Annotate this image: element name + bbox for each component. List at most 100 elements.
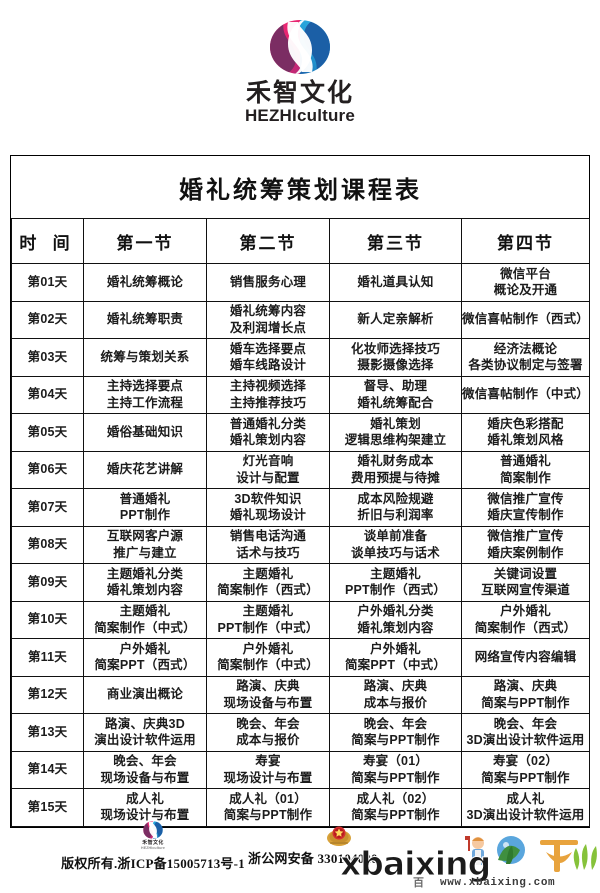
column-header-session-3: 第三节 — [329, 218, 462, 264]
cell-line: 普通婚礼 — [119, 491, 171, 506]
session-4-cell: 户外婚礼 简案制作（西式） — [460, 600, 591, 639]
cell-line: 路演、庆典 — [493, 679, 558, 693]
cell-line: 路演、庆典3D — [105, 716, 185, 731]
day-label: 第06天 — [11, 450, 84, 489]
session-4-cell: 成人礼 3D演出设计软件运用 — [460, 788, 591, 827]
cell-line: 折旧与利润率 — [357, 508, 434, 523]
session-4-cell: 微信喜帖制作（西式） — [460, 300, 591, 339]
hezhi-swirl-logo-icon — [254, 18, 346, 76]
cell-line: 互联网宣传渠道 — [481, 583, 570, 598]
cell-line: 简案与PPT制作 — [351, 808, 440, 823]
session-2-cell: 户外婚礼 简案制作（中式） — [206, 638, 330, 677]
session-1-cell: 统筹与策划关系 — [83, 338, 207, 377]
cell-line: 微信推广宣传 — [487, 491, 564, 506]
table-row: 第10天 主题婚礼 简案制作（中式） 主题婚礼 PPT制作（中式） 户外婚礼分类 婚礼策划内… — [11, 600, 591, 639]
cell-line: 谈单技巧与话术 — [351, 545, 440, 560]
cell-line: 主题婚礼 — [370, 566, 421, 581]
cell-line: 主持视频选择 — [229, 379, 307, 393]
session-1-cell: 户外婚礼 简案PPT（西式） — [83, 638, 207, 677]
session-4-cell: 微信推广宣传 婚庆案例制作 — [460, 525, 591, 564]
cell-line: 晚会、年会 — [493, 716, 558, 731]
cell-line: 普通婚礼分类 — [229, 416, 307, 431]
day-label: 第03天 — [11, 338, 84, 377]
cell-line: 互联网客户源 — [106, 529, 184, 543]
cell-line: 婚庆宣传制作 — [487, 508, 564, 523]
cell-line: 婚车线路设计 — [229, 358, 307, 373]
day-label: 第08天 — [11, 525, 84, 564]
cell-line: 逻辑思维构架建立 — [344, 433, 447, 448]
cell-line: 简案制作 — [500, 470, 551, 485]
column-header-session-2: 第二节 — [206, 218, 330, 264]
session-3-cell: 婚礼策划 逻辑思维构架建立 — [329, 413, 462, 452]
table-row: 第14天 晚会、年会 现场设备与布置 寿宴 现场设计与布置 寿宴（01） 简案与PPT制作寿… — [11, 750, 591, 789]
icp-license-text[interactable]: 版权所有.浙ICP备15005713号-1 — [61, 856, 245, 872]
cell-line: 3D演出设计软件运用 — [466, 808, 585, 823]
day-label: 第13天 — [11, 713, 84, 752]
cell-line: 现场设计与布置 — [100, 808, 190, 823]
session-3-cell: 婚礼道具认知 — [329, 263, 462, 302]
session-2-cell: 婚礼统筹内容 及利润增长点 — [206, 300, 330, 339]
brand-header: 禾智文化 HEZHIculture — [0, 0, 600, 126]
gov-record-text[interactable]: 浙公网安备 330104020 — [248, 851, 378, 866]
day-label: 第04天 — [11, 375, 84, 414]
table-row: 第09天 主题婚礼分类 婚礼策划内容 主题婚礼 简案制作（西式） 主题婚礼 PPT制作（西式… — [11, 563, 591, 602]
cell-line: PPT制作 — [119, 508, 171, 523]
table-row: 第08天 互联网客户源 推广与建立 销售电话沟通 话术与技巧 谈单前准备 谈单技巧与话术 微信… — [11, 525, 591, 564]
cell-line: 统筹与策划关系 — [100, 349, 190, 364]
session-2-cell: 寿宴 现场设计与布置 — [206, 750, 330, 789]
cell-line: 成本与报价 — [236, 733, 300, 748]
session-4-cell: 普通婚礼 简案制作 — [460, 450, 591, 489]
cell-line: 主题婚礼 — [242, 566, 294, 581]
cell-line: 网络宣传内容编辑 — [474, 649, 577, 664]
day-label: 第11天 — [11, 638, 84, 677]
cell-line: 简案与PPT制作 — [223, 808, 313, 823]
cell-line: 简案与PPT制作 — [351, 770, 440, 785]
cell-line: 简案与PPT制作 — [351, 733, 440, 748]
cell-line: PPT制作（中式） — [217, 620, 319, 635]
session-4-cell: 经济法概论 各类协议制定与签署 — [460, 338, 591, 377]
cell-line: 摄影摄像选择 — [357, 358, 434, 373]
cell-line: 费用预提与待摊 — [351, 470, 440, 485]
session-3-cell: 成本风险规避 折旧与利润率 — [329, 488, 462, 527]
session-2-cell: 普通婚礼分类 婚礼策划内容 — [206, 413, 330, 452]
session-4-cell: 微信喜帖制作（中式） — [460, 375, 591, 414]
cell-line: 现场设备与布置 — [100, 770, 190, 785]
session-3-cell: 主题婚礼 PPT制作（西式） — [329, 563, 462, 602]
footer-logo-name-cn: 禾智文化 — [142, 840, 164, 846]
cell-line: 演出设计软件运用 — [94, 733, 196, 748]
cell-line: 主持工作流程 — [106, 395, 184, 410]
table-row: 第02天 婚礼统筹职责 婚礼统筹内容 及利润增长点 新人定亲解析 微信喜帖制作（西式） — [11, 300, 591, 339]
cell-line: 户外婚礼 — [119, 641, 171, 656]
cell-line: 成本与报价 — [363, 695, 428, 710]
session-1-cell: 婚礼统筹概论 — [83, 263, 207, 302]
cell-line: 路演、庆典 — [236, 679, 300, 693]
cell-line: 路演、庆典 — [363, 679, 428, 693]
session-1-cell: 互联网客户源 推广与建立 — [83, 525, 207, 564]
table-row: 第04天 主持选择要点 主持工作流程 主持视频选择 主持推荐技巧 督导、助理 婚礼统筹配合微… — [11, 375, 591, 414]
column-header-session-1: 第一节 — [83, 218, 207, 264]
cell-line: 现场设备与布置 — [223, 695, 313, 710]
table-row: 第01天 婚礼统筹概论 销售服务心理 婚礼道具认知 微信平台 概论及开通 — [11, 263, 591, 302]
session-3-cell: 户外婚礼 简案PPT（中式） — [329, 638, 462, 677]
cell-line: 简案PPT（中式） — [344, 658, 447, 673]
cell-line: 婚礼策划内容 — [357, 620, 434, 635]
course-schedule-sheet: 婚礼统筹策划课程表 时 间 第一节 第二节 第三节 第四节 第01天 婚礼统筹概论… — [10, 155, 591, 828]
cell-line: 微信喜帖制作（中式） — [462, 387, 590, 402]
cell-line: 成人礼 — [506, 791, 545, 806]
session-1-cell: 晚会、年会 现场设备与布置 — [83, 750, 207, 789]
cell-line: 成本风险规避 — [357, 491, 434, 506]
table-row: 第03天 统筹与策划关系 婚车选择要点 婚车线路设计 化妆师选择技巧 摄影摄像选择 经济法概… — [11, 338, 591, 377]
column-header-session-4: 第四节 — [460, 218, 591, 264]
day-label: 第10天 — [11, 600, 84, 639]
police-badge-icon — [326, 824, 352, 850]
day-label: 第15天 — [11, 788, 84, 827]
day-label: 第01天 — [11, 263, 84, 302]
cell-line: 简案制作（中式） — [94, 620, 196, 635]
cell-line: 话术与技巧 — [236, 545, 300, 560]
cell-line: 各类协议制定与签署 — [468, 358, 583, 373]
session-3-cell: 晚会、年会 简案与PPT制作 — [329, 713, 462, 752]
cell-line: 婚俗基础知识 — [106, 424, 184, 439]
cell-line: 设计与配置 — [236, 470, 300, 485]
table-header-row: 时 间 第一节 第二节 第三节 第四节 — [11, 218, 591, 264]
session-2-cell: 成人礼（01） 简案与PPT制作 — [206, 788, 330, 827]
